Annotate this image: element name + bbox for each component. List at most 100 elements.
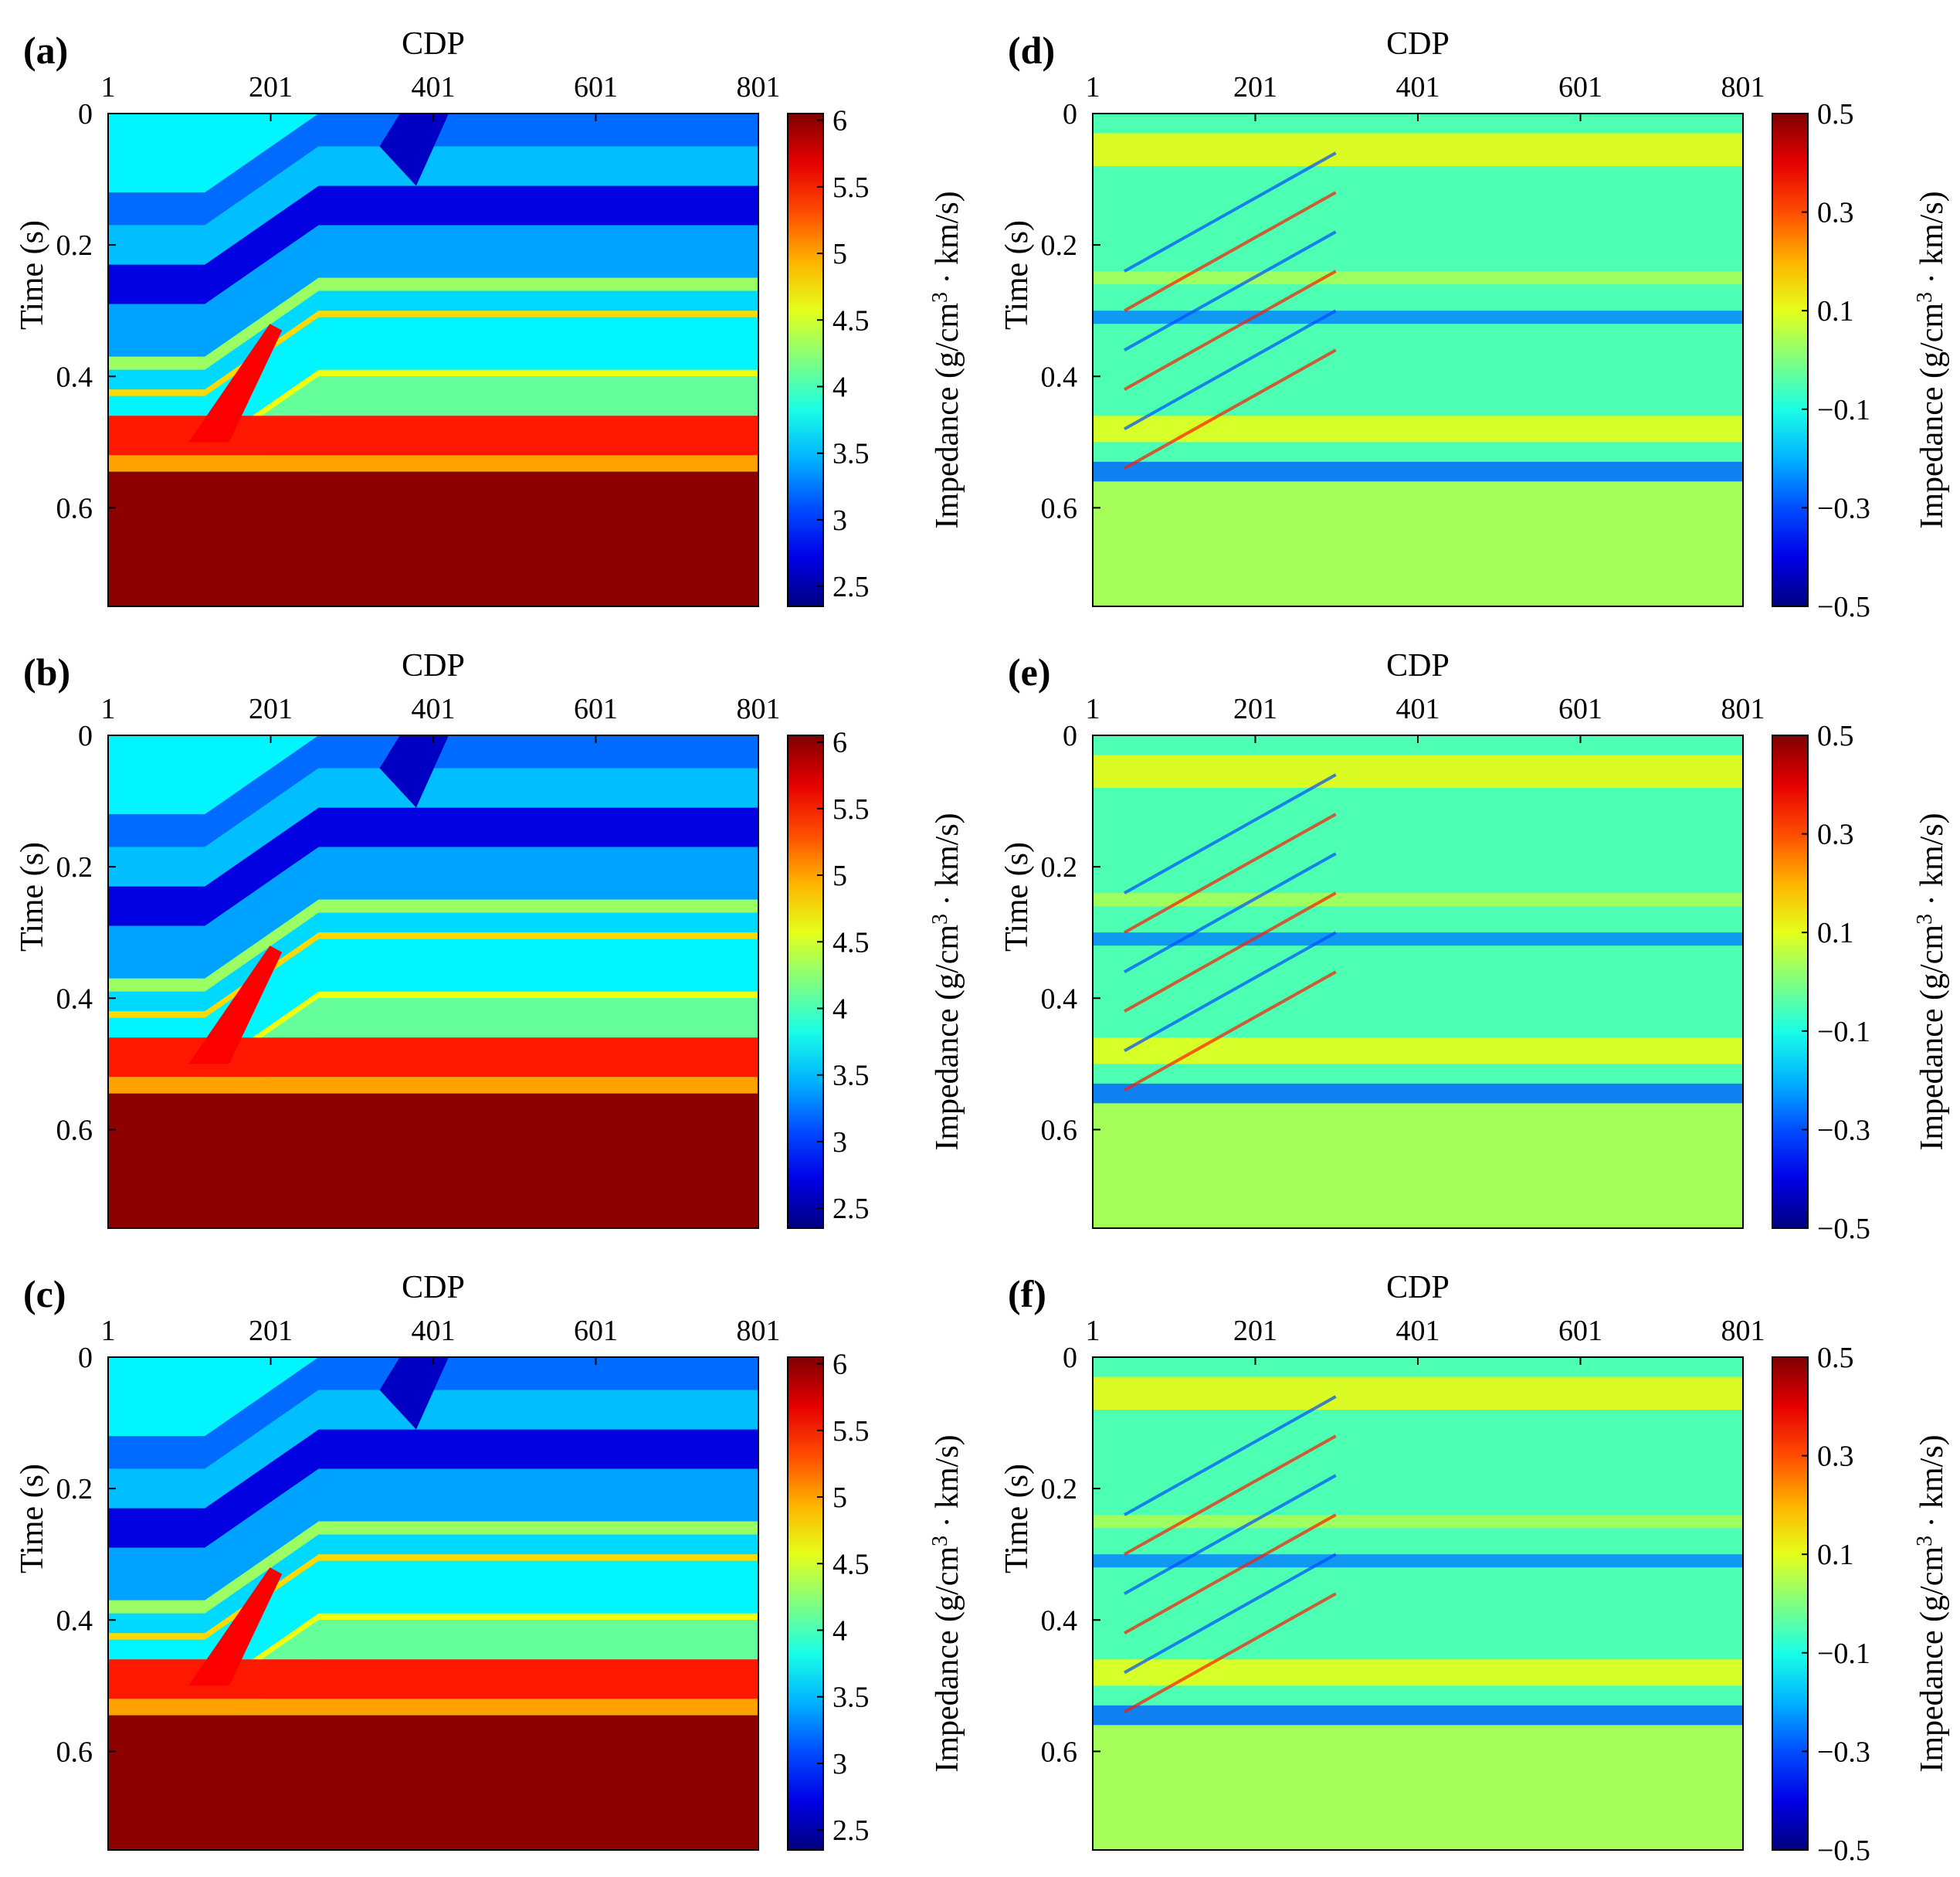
colorbar-tick-label: 5.5 [832,1415,870,1448]
layer-band [108,1093,758,1228]
colorbar-tick-label: −0.1 [1817,394,1870,426]
heatmap-image [108,735,758,1228]
layer-band [108,807,758,926]
panel-label: (d) [1008,29,1055,72]
x-tick-label: 201 [1233,71,1277,104]
thrust-block [379,1357,449,1430]
colorbar-tick-label: −0.1 [1817,1638,1870,1670]
layer-band [108,768,758,887]
colorbar-tick-label: 5 [832,860,847,892]
y-axis-title: Time (s) [15,220,50,330]
residual-band [1093,893,1743,907]
residual-streak [1124,151,1337,273]
fault-block [188,945,283,1064]
y-tick-label: 0.4 [56,1604,93,1637]
colorbar-tick-label: 4.5 [832,1548,870,1580]
residual-streak [1124,270,1337,392]
residual-streak [1124,891,1337,1013]
x-tick-label: 1 [101,71,116,104]
layer-band [108,899,758,992]
colorbar [1772,113,1809,607]
x-tick-label: 201 [249,693,293,725]
residual-band [1093,1376,1743,1410]
x-axis-title: CDP [402,1270,465,1305]
y-tick-label: 0.2 [56,229,93,262]
y-tick-label: 0.2 [1041,1473,1078,1505]
residual-streak [1124,1474,1337,1595]
x-tick-label: 401 [1396,1315,1440,1347]
colorbar-tick-label: −0.5 [1817,1835,1870,1867]
colorbar-tick-label: 5.5 [832,793,870,826]
colorbar-tick-label: −0.5 [1817,591,1870,623]
x-tick-label: 801 [737,71,781,104]
residual-streak [1124,1395,1337,1516]
colorbar-label-tail: · km/s) [930,813,965,914]
colorbar-label-tail: · km/s) [1914,1434,1950,1536]
colorbar-tick-label: 2.5 [832,1193,870,1225]
colorbar-tick-label: 0.5 [1817,98,1854,131]
fault-block [188,1567,283,1686]
chart-svg: (d) CDP Time (s) 1 201 401 601 801 0 0.2 0.4 0.6 0.5… [999,26,1950,623]
colorbar-label-main: Impedance (g/cm [1914,1546,1950,1773]
x-tick-label: 201 [249,71,293,104]
x-tick-label: 601 [1558,1315,1602,1347]
colorbar-tick-label: −0.3 [1817,1736,1870,1768]
panel-label: (a) [23,29,68,72]
residual-band [1093,481,1743,606]
layer-band [108,1077,758,1094]
x-axis-title: CDP [402,648,465,684]
layer-band [108,912,758,1012]
y-tick-label: 0 [1063,1342,1077,1374]
residual-streak [1124,309,1337,431]
y-tick-label: 0.6 [56,492,93,524]
layer-band [108,1620,758,1739]
residual-band [1093,1659,1743,1686]
panel-e: (e) CDP Time (s) 1 201 401 601 801 0 0.2 0.4 0.6 0.5… [985,622,1960,1245]
panel-c: (c) CDP Time (s) 1 201 401 601 801 0 0.2 0.4 0.6 2.5… [0,1244,980,1865]
x-axis-title: CDP [1386,648,1450,684]
colorbar [787,1356,824,1851]
residual-streak [1124,773,1337,894]
x-tick-label: 401 [1396,71,1440,104]
residual-band [1093,1705,1743,1726]
residual-band [1093,1725,1743,1850]
colorbar [787,113,824,607]
colorbar-label-tail: · km/s) [1914,813,1950,914]
y-axis-title: Time (s) [999,842,1035,952]
residual-band [1093,416,1743,443]
layer-band [108,1659,758,1699]
colorbar-tick-label: 5 [832,238,847,270]
residual-streak [1124,1553,1337,1675]
heatmap-image [1093,114,1743,606]
y-tick-label: 0 [1063,98,1077,131]
layer-band [108,1715,758,1850]
layer-band [108,471,758,606]
colorbar [1772,1356,1809,1851]
x-axis-title: CDP [1386,26,1450,62]
residual-band [1093,271,1743,285]
layer-band [108,114,758,226]
layer-band [108,847,758,979]
x-tick-label: 201 [1233,693,1277,725]
y-tick-label: 0.4 [1041,361,1078,393]
y-axis-title: Time (s) [15,842,50,952]
layer-band [108,416,758,456]
panel-label: (f) [1008,1272,1046,1315]
colorbar-tick-label: 3 [832,1748,847,1780]
residual-streak [1124,1434,1337,1556]
residual-band [1093,461,1743,482]
layer-band [108,277,758,370]
colorbar-tick-label: 3 [832,1126,847,1159]
y-tick-label: 0.2 [1041,851,1078,884]
colorbar-tick-label: 0.3 [1817,1441,1854,1473]
colorbar-label-main: Impedance (g/cm [930,303,965,529]
colorbar-label-sup: 3 [928,292,952,303]
y-tick-label: 0.4 [56,361,93,393]
y-tick-label: 0.2 [56,1473,93,1505]
layer-band [108,1468,758,1600]
colorbar-tick-label: 5.5 [832,171,870,204]
x-tick-label: 601 [1558,71,1602,104]
residual-band [1093,1037,1743,1064]
y-tick-label: 0.6 [56,1736,93,1768]
layer-band [108,317,758,449]
